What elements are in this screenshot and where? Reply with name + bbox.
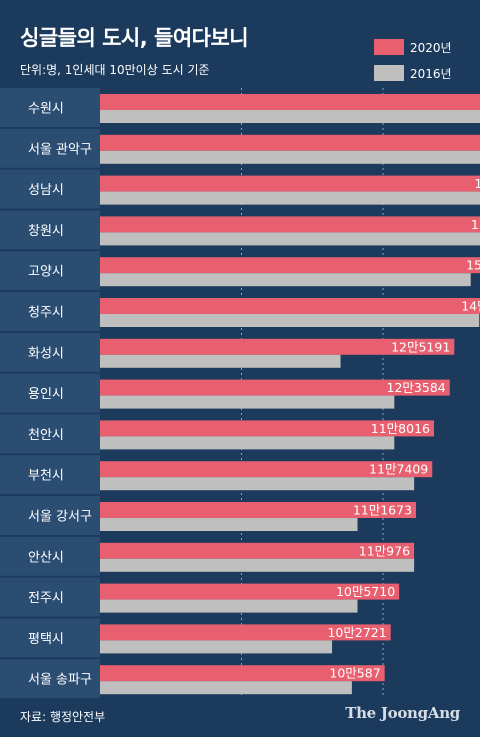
legend-swatch-2016 [374, 65, 404, 81]
bar-2020 [100, 338, 455, 355]
category-band [0, 414, 100, 454]
bar-2020 [100, 665, 385, 682]
category-band [0, 455, 100, 495]
value-label-2020: 10만587 [329, 666, 380, 681]
legend-item-2016: 2016년 [374, 62, 452, 84]
category-band [0, 292, 100, 331]
value-label-2020: 15만1695 [466, 258, 480, 273]
category-label: 안산시 [28, 550, 64, 565]
bar-2016 [100, 150, 480, 164]
category-band [0, 373, 100, 413]
category-label: 천안시 [28, 428, 64, 443]
category-label: 평택시 [28, 632, 64, 647]
bar-2016 [100, 518, 358, 531]
value-label-2020: 12만5191 [391, 339, 450, 354]
category-label: 서울 송파구 [28, 673, 92, 688]
bar-2016 [100, 599, 358, 613]
category-label: 서울 관악구 [28, 142, 92, 157]
value-label-2020: 11만1673 [353, 503, 412, 518]
value-label-2020: 15만4631 [474, 176, 480, 191]
bar-2020 [100, 379, 450, 396]
legend-label-2016: 2016년 [410, 66, 452, 81]
bar-2020 [100, 94, 480, 110]
category-band [0, 577, 100, 617]
category-band [0, 169, 100, 209]
bar-2016 [100, 640, 333, 654]
legend-swatch-2020 [374, 39, 404, 55]
category-label: 성남시 [28, 183, 64, 198]
bar-2020 [100, 134, 480, 151]
category-label: 전주시 [28, 591, 64, 606]
category-label: 수원시 [28, 102, 64, 117]
category-label: 창원시 [28, 224, 64, 239]
category-label: 청주시 [28, 306, 64, 321]
bar-2016 [100, 395, 395, 409]
legend-label-2020: 2020년 [410, 40, 452, 55]
value-label-2020: 11만7409 [369, 462, 428, 477]
bar-2016 [100, 558, 415, 572]
value-label-2020: 11만8016 [371, 421, 430, 436]
bar-2016 [100, 110, 480, 123]
bar-2020 [100, 461, 433, 478]
category-label: 서울 강서구 [28, 510, 92, 525]
category-band [0, 618, 100, 658]
legend: 2020년 2016년 [374, 36, 452, 88]
bar-2020 [100, 502, 417, 518]
bar-2020 [100, 542, 415, 559]
legend-item-2020: 2020년 [374, 36, 452, 58]
chart-title: 싱글들의 도시, 들여다보니 [20, 26, 249, 50]
category-label: 용인시 [28, 387, 64, 402]
bar-2020 [100, 583, 400, 600]
brand-logo: The JoongAng [345, 704, 460, 722]
bar-2016 [100, 232, 480, 246]
value-label-2020: 15만3406 [471, 217, 480, 232]
value-label-2020: 14만9981 [461, 299, 480, 314]
bar-2020 [100, 298, 480, 314]
category-label: 고양시 [28, 265, 64, 280]
bar-2020 [100, 420, 434, 437]
category-band [0, 210, 100, 250]
category-band [0, 251, 100, 291]
bar-2020 [100, 175, 480, 192]
value-label-2020: 11만976 [359, 543, 410, 558]
category-band [0, 128, 100, 168]
bar-2016 [100, 354, 341, 368]
category-band [0, 536, 100, 576]
value-label-2020: 10만5710 [336, 584, 395, 599]
bar-2020 [100, 624, 391, 641]
bar-2020 [100, 216, 480, 233]
bar-2016 [100, 477, 415, 491]
category-band [0, 496, 100, 535]
bar-2016 [100, 436, 395, 450]
category-band [0, 332, 100, 372]
category-label: 화성시 [28, 346, 64, 361]
bar-2016 [100, 273, 471, 287]
source-note: 자료: 행정안전부 [20, 710, 106, 724]
category-label: 부천시 [28, 469, 64, 484]
value-label-2020: 12만3584 [387, 380, 446, 395]
bar-2016 [100, 681, 352, 695]
bar-2020 [100, 257, 480, 274]
category-band [0, 88, 100, 127]
bar-2016 [100, 314, 480, 327]
value-label-2020: 10만2721 [327, 625, 386, 640]
chart-subtitle: 단위:명, 1인세대 10만이상 도시 기준 [20, 63, 210, 77]
bar-2016 [100, 191, 480, 205]
category-band [0, 659, 100, 699]
